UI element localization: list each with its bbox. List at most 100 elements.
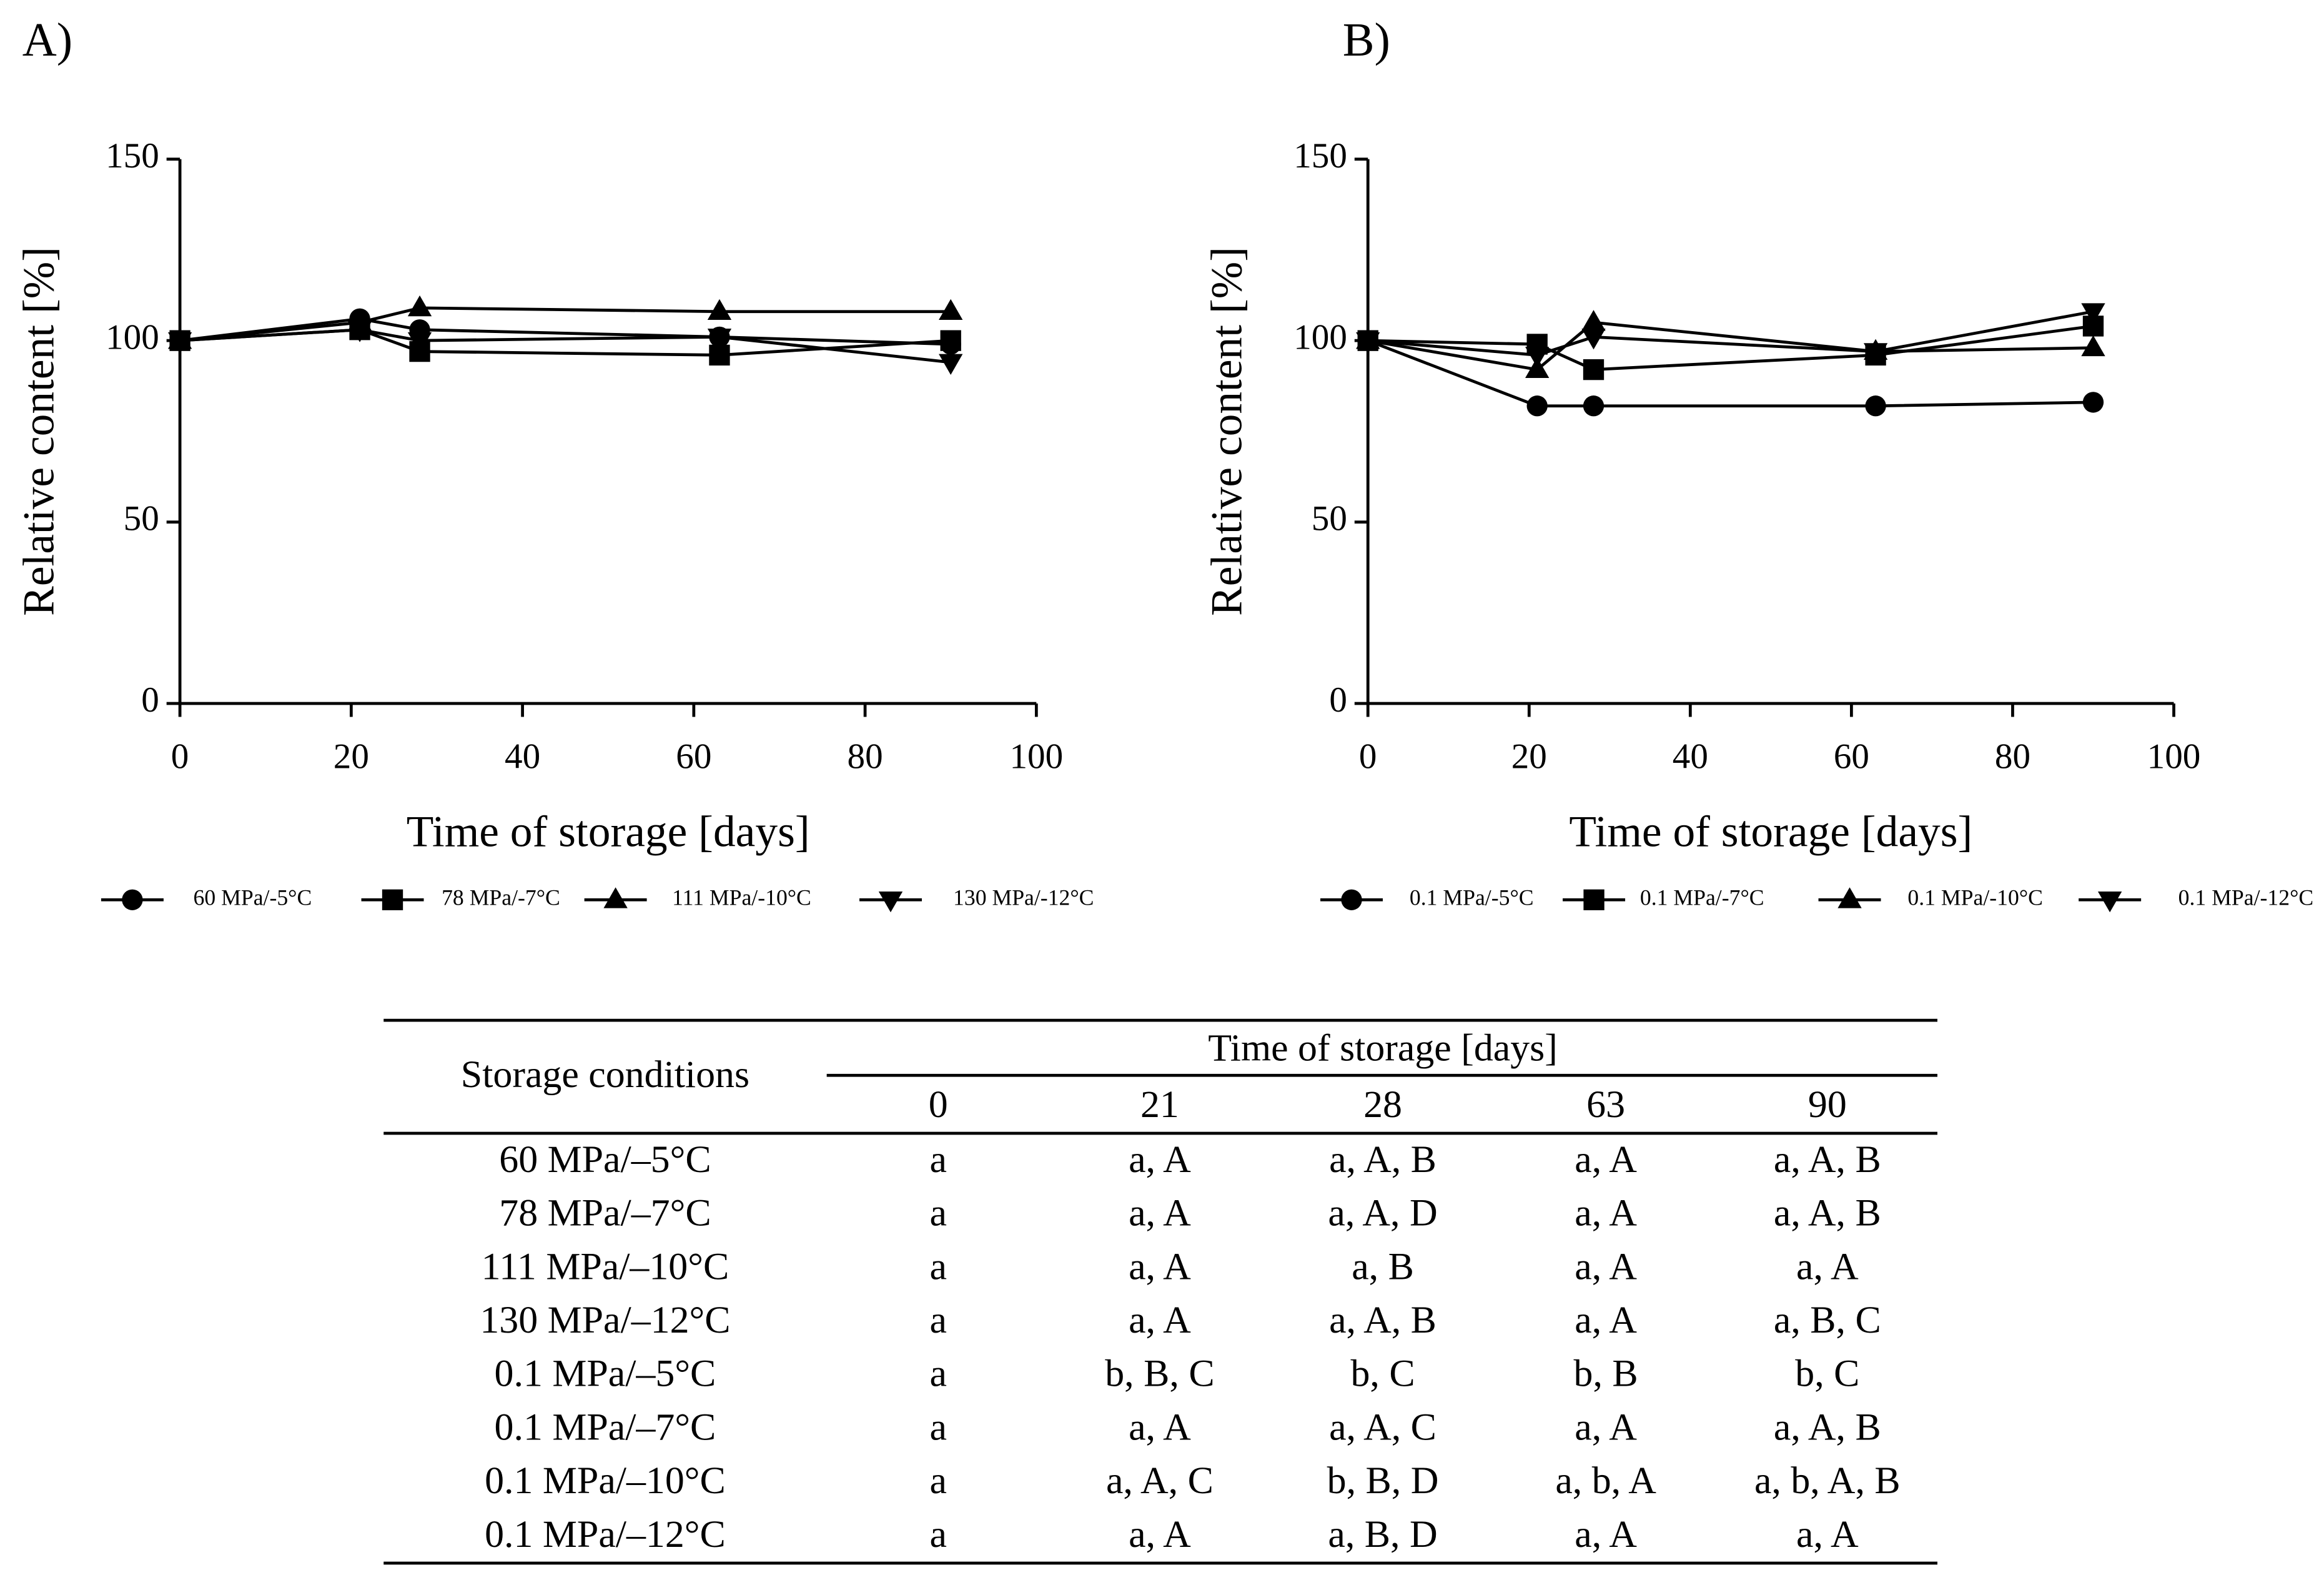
table-cell: a, A, B (1774, 1406, 1881, 1448)
table-cell: a, A, B (1329, 1138, 1436, 1181)
marker (940, 330, 961, 351)
marker (2082, 392, 2104, 413)
x-tick-label: 60 (676, 737, 711, 777)
marker (1356, 332, 1380, 354)
x-tick-label: 100 (1009, 737, 1063, 777)
table-cell: a (929, 1192, 946, 1235)
table-cell: a (929, 1513, 946, 1556)
table-cell: a, A (1129, 1299, 1191, 1341)
y-tick-label: 0 (141, 680, 159, 720)
table-cell: a, B, C (1774, 1299, 1881, 1341)
marker (407, 295, 432, 317)
x-tick-label: 20 (1511, 737, 1547, 777)
table-cell: a, A, D (1328, 1192, 1437, 1235)
column-header: 0 (929, 1083, 948, 1126)
table-cell: a, A (1796, 1513, 1859, 1556)
table-cell: 130 MPa/–12°C (480, 1299, 730, 1341)
y-tick-label: 0 (1329, 680, 1347, 720)
marker (878, 891, 903, 913)
legend-label: 0.1 MPa/-10°C (1907, 885, 2043, 910)
y-tick-label: 50 (124, 499, 159, 539)
table-cell: a, A (1129, 1406, 1191, 1448)
table-header: Time of storage [days] (1208, 1026, 1558, 1069)
marker (2081, 335, 2105, 357)
y-axis-label: Relative content [%] (14, 247, 63, 616)
table-cell: a, A, B (1329, 1299, 1436, 1341)
column-header: 63 (1586, 1083, 1625, 1126)
table-cell: a, A (1129, 1513, 1191, 1556)
table-cell: a (929, 1459, 946, 1502)
table-cell: 60 MPa/–5°C (499, 1138, 711, 1181)
table-cell: a (929, 1353, 946, 1395)
marker (1583, 395, 1605, 417)
marker (1341, 889, 1362, 910)
marker (1583, 359, 1605, 380)
marker (1865, 395, 1886, 417)
column-header: 28 (1363, 1083, 1402, 1126)
y-axis-label: Relative content [%] (1202, 247, 1252, 616)
table-cell: a, A (1575, 1406, 1637, 1448)
marker (347, 321, 372, 342)
marker (1581, 310, 1606, 331)
table-cell: a (929, 1406, 946, 1448)
table-cell: a, A (1796, 1245, 1859, 1288)
marker (407, 332, 432, 354)
table-cell: b, B, D (1327, 1459, 1439, 1502)
column-header: 90 (1808, 1083, 1847, 1126)
legend-label: 0.1 MPa/-5°C (1410, 885, 1534, 910)
table-cell: 78 MPa/–7°C (499, 1192, 711, 1235)
x-axis-label: Time of storage [days] (1569, 807, 1972, 856)
x-tick-label: 40 (505, 737, 540, 777)
table-cell: a, A, B (1774, 1192, 1881, 1235)
marker (1863, 343, 1888, 364)
marker (2081, 303, 2105, 324)
table-cell: 0.1 MPa/–5°C (495, 1353, 716, 1395)
marker (603, 887, 628, 908)
table-cell: 0.1 MPa/–7°C (495, 1406, 716, 1448)
x-tick-label: 40 (1673, 737, 1708, 777)
table-cell: b, B, C (1105, 1353, 1214, 1395)
y-tick-label: 100 (106, 317, 159, 357)
y-tick-label: 50 (1312, 499, 1347, 539)
x-tick-label: 0 (171, 737, 189, 777)
marker (382, 889, 403, 910)
table-header: Storage conditions (461, 1053, 749, 1096)
x-tick-label: 20 (334, 737, 369, 777)
table-cell: a, A (1129, 1192, 1191, 1235)
table-cell: a, A (1129, 1138, 1191, 1181)
table-cell: b, C (1350, 1353, 1415, 1395)
x-tick-label: 100 (2147, 737, 2201, 777)
x-tick-label: 80 (1995, 737, 2030, 777)
legend-label: 0.1 MPa/-7°C (1640, 885, 1764, 910)
y-tick-label: 150 (106, 136, 159, 176)
panel-label: B) (1343, 14, 1390, 66)
marker (707, 299, 732, 320)
table-cell: 0.1 MPa/–12°C (485, 1513, 726, 1556)
marker (122, 889, 143, 910)
marker (939, 299, 963, 320)
table-cell: b, C (1795, 1353, 1859, 1395)
legend-label: 111 MPa/-10°C (672, 885, 811, 910)
y-tick-label: 100 (1293, 317, 1347, 357)
y-tick-label: 150 (1293, 136, 1347, 176)
table-cell: b, B (1574, 1353, 1638, 1395)
table-cell: a, A (1575, 1192, 1637, 1235)
marker (1837, 887, 1862, 908)
series-line (179, 317, 951, 346)
marker (2097, 891, 2122, 913)
column-header: 21 (1140, 1083, 1179, 1126)
marker (1525, 347, 1550, 368)
table-cell: a (929, 1245, 946, 1288)
table-cell: a (929, 1299, 946, 1341)
table-cell: a, B (1352, 1245, 1414, 1288)
x-tick-label: 80 (848, 737, 883, 777)
x-axis-label: Time of storage [days] (407, 807, 810, 856)
legend-label: 130 MPa/-12°C (953, 885, 1094, 910)
table-cell: a, A (1575, 1245, 1637, 1288)
x-tick-label: 0 (1359, 737, 1377, 777)
table-cell: 111 MPa/–10°C (482, 1245, 729, 1288)
panel-label: A) (22, 14, 72, 66)
marker (939, 354, 963, 375)
table-cell: a, A (1575, 1513, 1637, 1556)
